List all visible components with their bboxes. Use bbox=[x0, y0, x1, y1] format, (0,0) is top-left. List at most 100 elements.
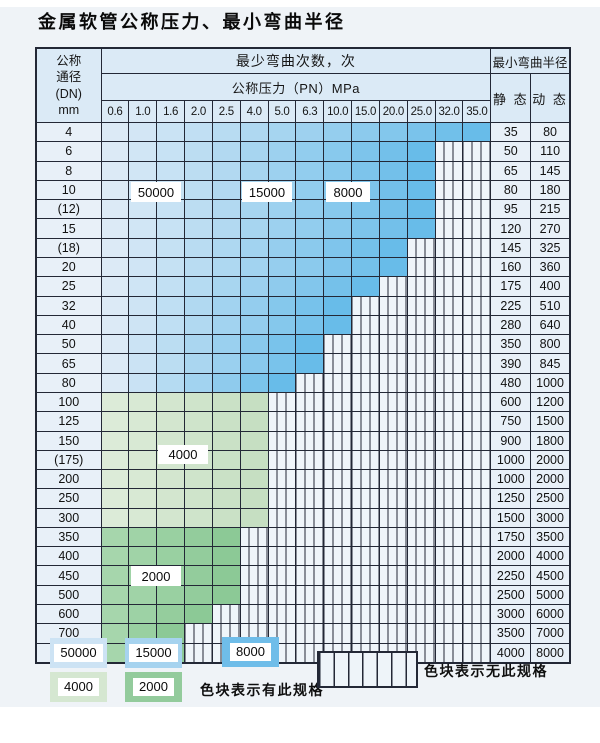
dynamic-value: 325 bbox=[530, 237, 571, 258]
spec-cell bbox=[100, 430, 130, 451]
spec-cell bbox=[406, 218, 436, 239]
no-spec-cell bbox=[323, 488, 353, 509]
spec-cell bbox=[239, 314, 269, 336]
spec-cell bbox=[184, 314, 213, 336]
table-row: 350 1750 3500 bbox=[35, 526, 571, 548]
spec-cell bbox=[351, 256, 380, 278]
zone-label-15000: 15000 bbox=[242, 182, 292, 202]
table-row: 250 1250 2500 bbox=[35, 488, 571, 509]
dn-cell: (18) bbox=[35, 237, 102, 258]
static-value: 350 bbox=[490, 334, 532, 355]
spec-cell bbox=[239, 295, 269, 316]
spec-cell bbox=[100, 353, 130, 374]
spec-cell bbox=[239, 121, 269, 143]
spec-cell bbox=[267, 237, 297, 258]
spec-cell bbox=[100, 256, 130, 278]
dynamic-value: 110 bbox=[530, 141, 571, 162]
spec-cell bbox=[100, 565, 130, 586]
spec-cell bbox=[323, 276, 353, 297]
spec-cell bbox=[100, 642, 130, 664]
spec-cell bbox=[156, 237, 186, 258]
dynamic-value: 7000 bbox=[530, 623, 571, 644]
spec-cell bbox=[211, 507, 241, 528]
pressure-tick: 25.0 bbox=[406, 100, 436, 123]
no-spec-cell bbox=[239, 526, 269, 548]
no-spec-cell bbox=[295, 372, 325, 393]
spec-cell bbox=[323, 199, 353, 220]
dn-cell: 250 bbox=[35, 488, 102, 509]
no-spec-cell bbox=[351, 334, 380, 355]
spec-cell bbox=[184, 488, 213, 509]
spec-cell bbox=[211, 430, 241, 451]
spec-cell bbox=[211, 141, 241, 162]
spec-cell bbox=[295, 141, 325, 162]
page-title: 金属软管公称压力、最小弯曲半径 bbox=[38, 12, 346, 33]
spec-cell bbox=[156, 295, 186, 316]
spec-cell bbox=[184, 295, 213, 316]
no-spec-cell bbox=[351, 604, 380, 625]
table-row: 25 175 400 bbox=[35, 276, 571, 297]
static-value: 390 bbox=[490, 353, 532, 374]
spec-cell bbox=[295, 218, 325, 239]
spec-cell bbox=[211, 584, 241, 606]
no-spec-cell bbox=[351, 565, 380, 586]
spec-cell bbox=[100, 276, 130, 297]
legend-have-spec-text: 色块表示有此规格 bbox=[200, 682, 324, 698]
no-spec-cell bbox=[378, 295, 408, 316]
static-value: 1000 bbox=[490, 469, 532, 490]
dn-cell: 40 bbox=[35, 314, 102, 336]
no-spec-cell bbox=[323, 411, 353, 432]
no-spec-cell bbox=[434, 237, 464, 258]
spec-cell bbox=[267, 276, 297, 297]
spec-cell bbox=[100, 160, 130, 181]
dn-cell: 400 bbox=[35, 546, 102, 567]
spec-cell bbox=[184, 604, 213, 625]
spec-cell bbox=[184, 469, 213, 490]
no-spec-cell bbox=[434, 565, 464, 586]
spec-cell bbox=[211, 256, 241, 278]
table-row: 100 600 1200 bbox=[35, 391, 571, 413]
spec-cell bbox=[211, 391, 241, 413]
spec-cell bbox=[323, 141, 353, 162]
spec-cell bbox=[156, 353, 186, 374]
legend-swatch-2000: 2000 bbox=[125, 672, 182, 702]
spec-cell bbox=[211, 121, 241, 143]
spec-cell bbox=[267, 314, 297, 336]
spec-cell bbox=[295, 237, 325, 258]
no-spec-cell bbox=[239, 584, 269, 606]
legend-swatch-label: 8000 bbox=[230, 643, 271, 661]
table-row: 10 80 180 bbox=[35, 179, 571, 201]
spec-cell bbox=[211, 565, 241, 586]
spec-cell bbox=[156, 507, 186, 528]
spec-cell bbox=[211, 237, 241, 258]
no-spec-cell bbox=[462, 604, 492, 625]
spec-cell bbox=[128, 334, 158, 355]
pressure-tick: 0.6 bbox=[100, 100, 130, 123]
spec-cell bbox=[239, 391, 269, 413]
spec-cell bbox=[267, 256, 297, 278]
no-spec-cell bbox=[462, 565, 492, 586]
no-spec-cell bbox=[406, 353, 436, 374]
no-spec-cell bbox=[295, 546, 325, 567]
spec-cell bbox=[156, 199, 186, 220]
spec-cell bbox=[100, 218, 130, 239]
spec-cell bbox=[184, 276, 213, 297]
spec-cell bbox=[100, 391, 130, 413]
legend-swatch-4000: 4000 bbox=[50, 672, 107, 702]
no-spec-cell bbox=[462, 430, 492, 451]
spec-cell bbox=[351, 141, 380, 162]
spec-cell bbox=[351, 276, 380, 297]
static-value: 225 bbox=[490, 295, 532, 316]
spec-cell bbox=[128, 199, 158, 220]
static-value: 900 bbox=[490, 430, 532, 451]
spec-cell bbox=[295, 353, 325, 374]
dynamic-value: 180 bbox=[530, 179, 571, 201]
spec-cell bbox=[128, 121, 158, 143]
table-row: 80 480 1000 bbox=[35, 372, 571, 393]
static-value: 2000 bbox=[490, 546, 532, 567]
spec-cell bbox=[378, 179, 408, 201]
spec-cell bbox=[295, 295, 325, 316]
spec-cell bbox=[156, 526, 186, 548]
no-spec-cell bbox=[462, 584, 492, 606]
spec-cell bbox=[100, 372, 130, 393]
